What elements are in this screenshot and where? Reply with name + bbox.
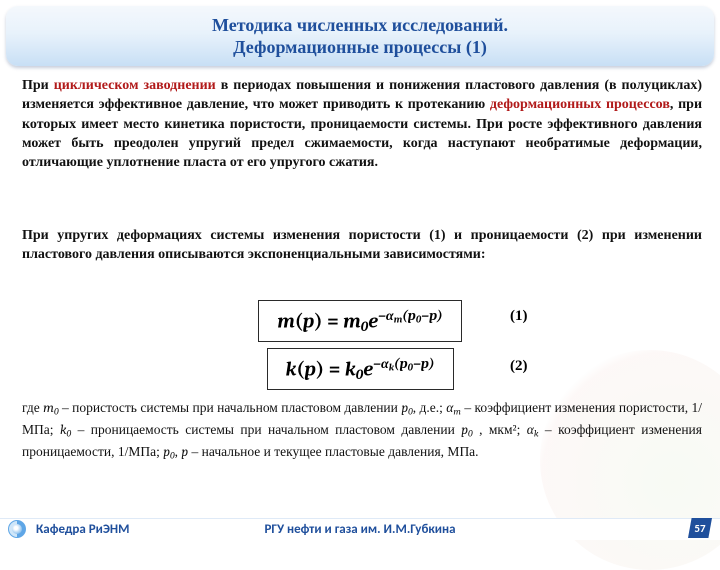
equation-1-label: (1): [510, 308, 528, 325]
title-band: Методика численных исследований. Деформа…: [6, 6, 714, 66]
lg-t2: , д.е.;: [413, 400, 447, 415]
lg-t8: – начальное и текущее пластовые давления…: [188, 444, 478, 459]
lg-p0c: p0: [163, 445, 174, 460]
lg-ak: αk: [527, 423, 539, 438]
p1-em-deform: деформационных процессов: [490, 97, 670, 112]
lg-t4: – проницаемость системы при начальном пл…: [71, 422, 461, 437]
lg-p0b: p0: [461, 423, 472, 438]
equation-2-row: k(p) = k0e−αk(p0−p) (2): [0, 348, 720, 390]
title-line2: Деформационные процессы (1): [233, 36, 487, 59]
title-line1: Методика численных исследований.: [212, 14, 508, 37]
slide-number-badge: 57: [688, 518, 712, 538]
footer-logo-icon: [8, 520, 26, 538]
paragraph-1: При циклическом заводнении в периодах по…: [22, 76, 702, 173]
lg-k0: k0: [60, 423, 71, 438]
p1-em-cyclic: циклическом заводнении: [54, 78, 216, 93]
lg-m0: m0: [43, 401, 58, 416]
equation-2: k(p) = k0e−αk(p0−p): [267, 348, 454, 390]
lg-p0: p0: [401, 401, 412, 416]
lg-t5: , мкм²;: [473, 422, 527, 437]
lg-am: αm: [446, 401, 461, 416]
equation-1: m(p) = m0e−αm(p0−p): [258, 300, 461, 342]
paragraph-2: При упругих деформациях системы изменени…: [22, 226, 702, 265]
p1-pre: При: [22, 78, 54, 93]
slide-number: 57: [694, 522, 705, 535]
lg-t0: где: [22, 400, 43, 415]
lg-t1: – пористость системы при начальном пласт…: [59, 400, 402, 415]
equation-1-row: m(p) = m0e−αm(p0−p) (1): [0, 300, 720, 342]
equation-2-label: (2): [510, 358, 528, 375]
footer-left: Кафедра РиЭНМ: [36, 522, 129, 537]
footer: Кафедра РиЭНМ РГУ нефти и газа им. И.М.Г…: [0, 518, 720, 540]
legend: где m0 – пористость системы при начально…: [22, 398, 702, 464]
